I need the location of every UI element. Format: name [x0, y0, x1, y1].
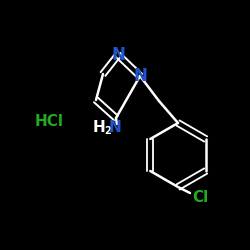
- Text: N: N: [108, 120, 122, 136]
- Text: N: N: [111, 46, 125, 64]
- Text: 2: 2: [104, 126, 112, 136]
- Text: N: N: [133, 67, 147, 85]
- Text: H: H: [92, 120, 105, 136]
- Text: Cl: Cl: [192, 190, 208, 204]
- Text: HCl: HCl: [35, 114, 64, 130]
